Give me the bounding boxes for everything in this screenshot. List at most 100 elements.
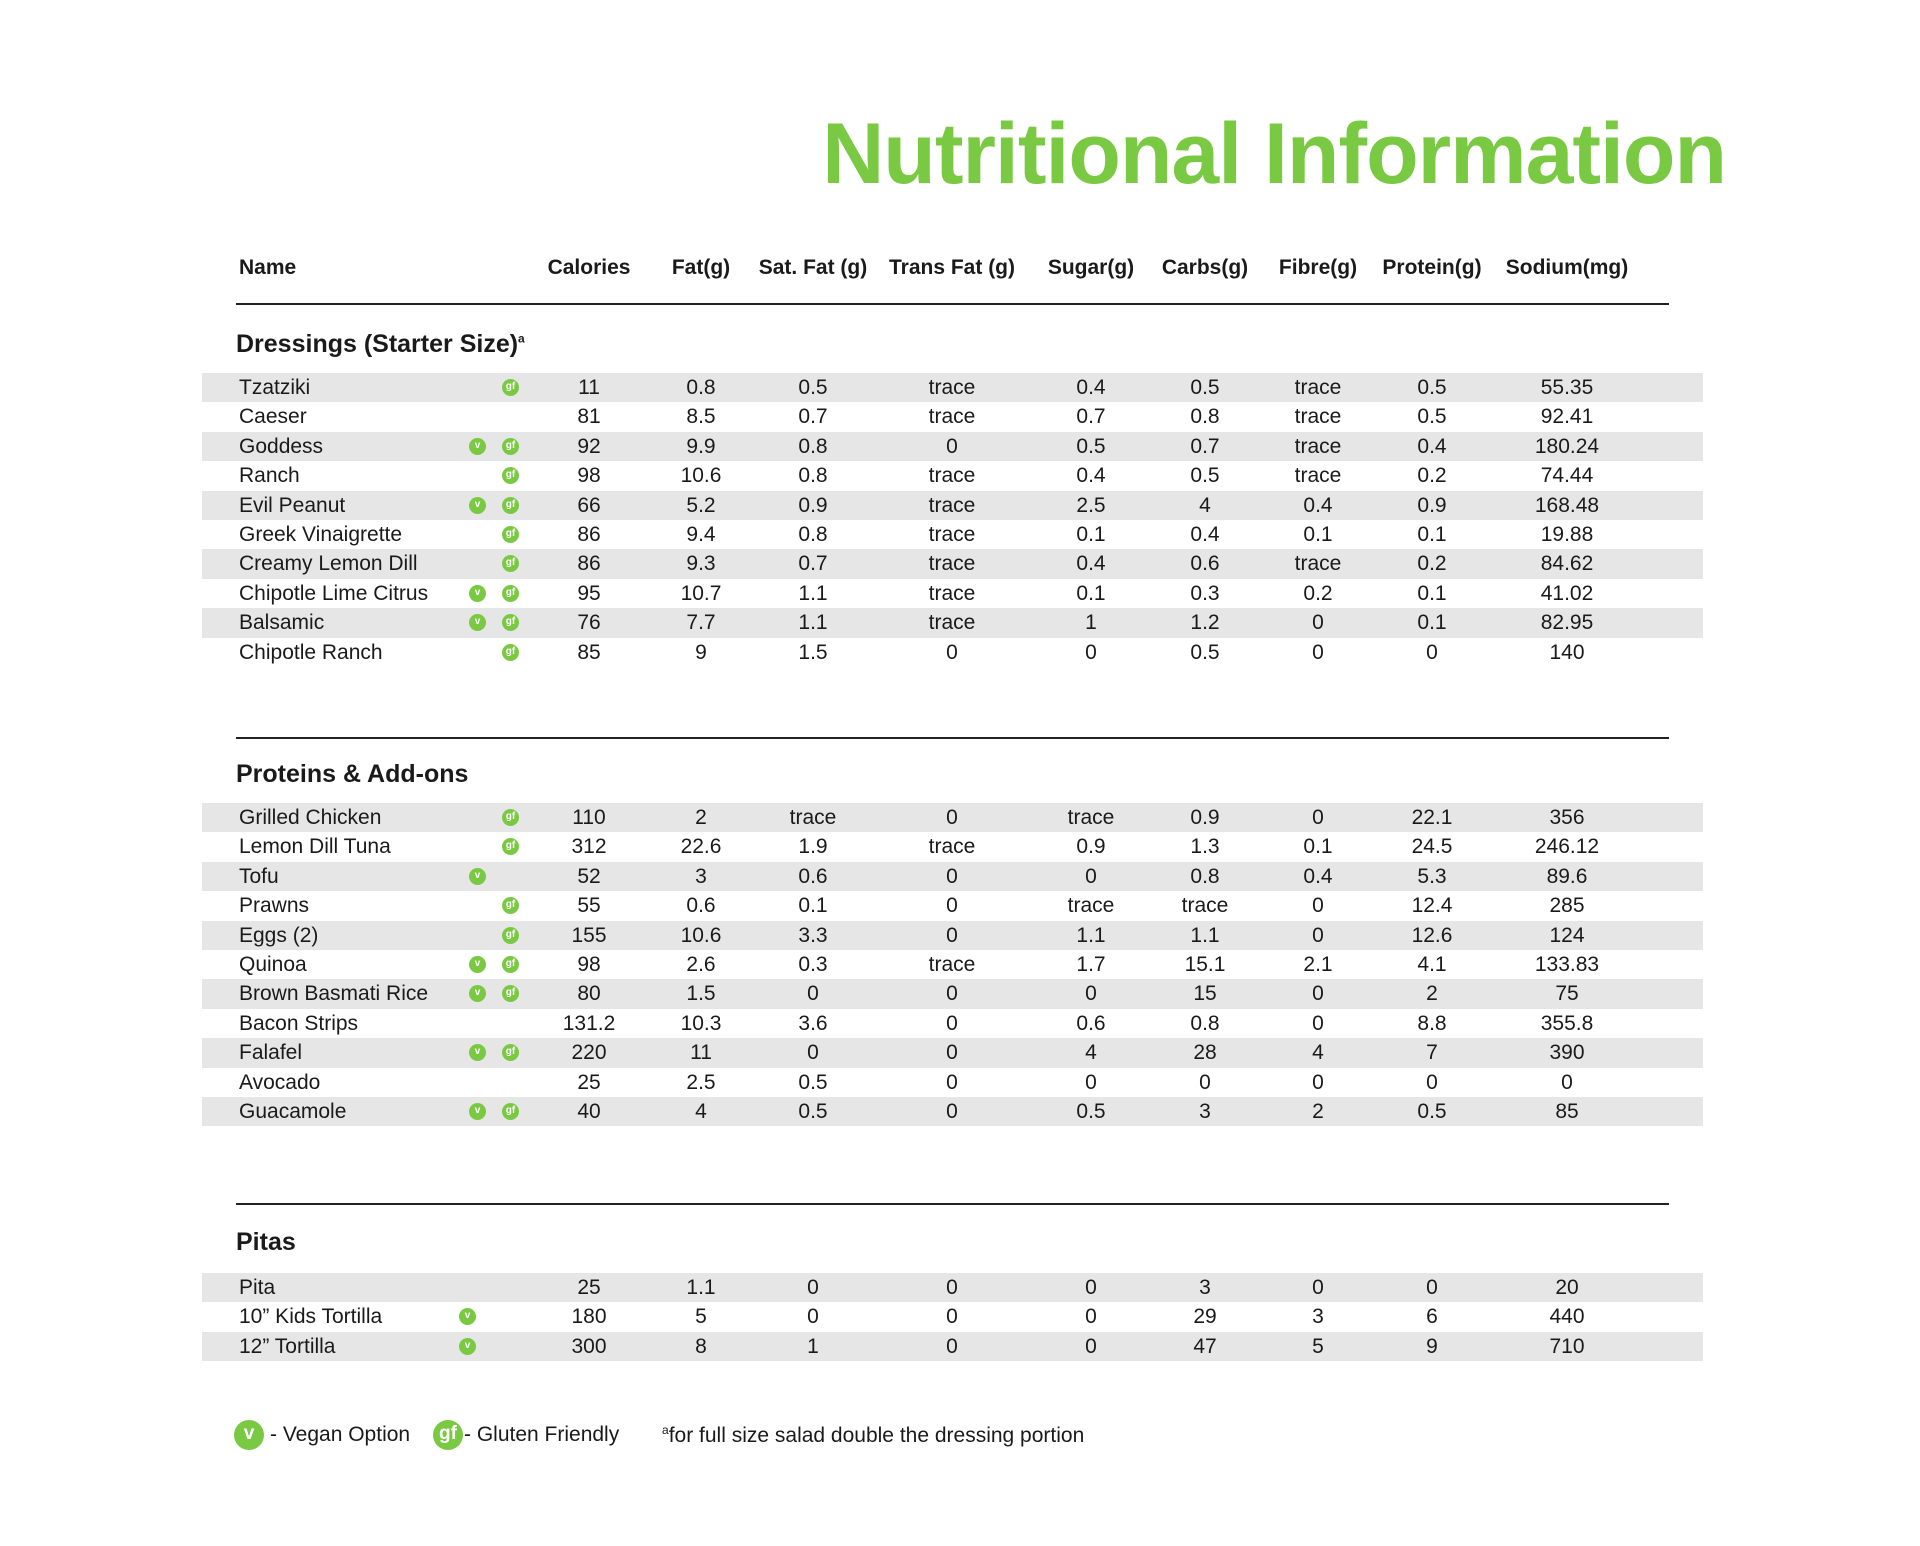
nutrient-value: 710 [1549, 1334, 1585, 1358]
nutrient-value: 41.02 [1540, 581, 1594, 605]
nutrient-value: 74.44 [1540, 464, 1594, 488]
footnote: afor full size salad double the dressing… [662, 1423, 1085, 1447]
table-row: Guacamole v gf 40 4 0.5 0 0.5 3 2 0.5 85 [202, 1097, 1703, 1127]
gluten-friendly-icon: gf [502, 1103, 519, 1120]
nutrient-value: trace [928, 405, 976, 429]
nutrient-value: 0.8 [798, 434, 828, 458]
nutrient-value: 0.9 [1417, 493, 1447, 517]
column-header: Name [239, 256, 297, 279]
column-header: Fat(g) [671, 256, 731, 279]
nutrient-value: 0.7 [1076, 405, 1106, 429]
nutrient-value: trace [1067, 894, 1115, 918]
nutrient-value: 80 [577, 982, 601, 1006]
nutrient-value: 28 [1193, 1041, 1217, 1065]
nutrient-value: 0 [946, 640, 958, 664]
table-row: Ranch gf 98 10.6 0.8 trace 0.4 0.5 trace 0.2 74.44 [202, 461, 1703, 490]
nutrient-value: 1.9 [798, 835, 828, 859]
nutrient-value: 6 [1426, 1305, 1438, 1329]
nutrient-value: 10.3 [680, 1011, 722, 1035]
table-row: Chipotle Ranch gf 85 9 1.5 0 0 0.5 0 0 140 [202, 638, 1703, 667]
nutrient-value: trace [928, 611, 976, 635]
nutrient-value: 5.3 [1417, 864, 1447, 888]
nutrient-value: 1.3 [1190, 835, 1220, 859]
item-name: Tzatziki [239, 376, 311, 399]
nutrient-value: 0 [1426, 1276, 1438, 1299]
nutrient-value: 0 [1312, 894, 1324, 918]
column-header: Fibre(g) [1278, 256, 1358, 279]
nutrient-value: 2.5 [686, 1070, 716, 1094]
nutrient-value: 81 [577, 405, 601, 429]
item-name: Balsamic [239, 611, 325, 635]
nutrient-value: 85 [577, 640, 601, 664]
section-divider [236, 737, 1669, 739]
nutrient-value: 0 [807, 1305, 819, 1329]
item-name: Greek Vinaigrette [239, 523, 403, 546]
nutrient-value: 0.1 [1303, 835, 1333, 859]
nutrient-value: trace [928, 835, 976, 859]
nutrient-value: 0 [946, 1100, 958, 1123]
nutrient-value: 1 [1085, 611, 1097, 635]
nutrient-value: 0.4 [1076, 376, 1106, 399]
section-title: Dressings (Starter Size)a [236, 330, 525, 359]
nutrient-value: 86 [577, 523, 601, 546]
item-name: Avocado [239, 1070, 321, 1094]
nutrient-value: 98 [577, 464, 601, 488]
nutrient-value: 0 [807, 1041, 819, 1065]
table-row: Falafel v gf 220 11 0 0 4 28 4 7 390 [202, 1038, 1703, 1068]
nutrient-value: 4 [1199, 493, 1211, 517]
nutrient-value: 4 [1312, 1041, 1324, 1065]
nutrient-value: 0.5 [1417, 1100, 1447, 1123]
nutrient-value: trace [1294, 376, 1342, 399]
item-name: Guacamole [239, 1100, 347, 1123]
nutrient-value: 0.5 [1417, 405, 1447, 429]
nutrient-value: 0 [946, 1305, 958, 1329]
nutrient-value: 1.5 [686, 982, 716, 1006]
vegan-icon: v [469, 614, 486, 632]
nutrient-value: trace [1067, 806, 1115, 829]
nutrient-value: 0.9 [1190, 806, 1220, 829]
nutrient-value: 2 [1426, 982, 1438, 1006]
nutrient-value: 9.9 [686, 434, 716, 458]
nutrient-value: 355.8 [1540, 1011, 1594, 1035]
nutrient-value: 5.2 [686, 493, 716, 517]
nutrient-value: 1 [807, 1334, 819, 1358]
nutrient-value: 0 [946, 1041, 958, 1065]
gluten-friendly-icon: gf [502, 584, 519, 602]
gluten-friendly-icon: gf [502, 838, 519, 856]
item-name: Brown Basmati Rice [239, 982, 429, 1006]
nutrient-value: trace [928, 953, 976, 976]
nutrient-value: 0 [946, 1334, 958, 1358]
table-row: Goddess v gf 92 9.9 0.8 0 0.5 0.7 trace 0.4 180.24 [202, 431, 1703, 462]
nutrient-value: trace [928, 376, 976, 399]
nutrient-value: 75 [1555, 982, 1579, 1006]
nutrient-value: 0 [807, 1276, 819, 1299]
column-header: Sugar(g) [1047, 256, 1135, 279]
vegan-icon: v [469, 496, 486, 514]
item-name: Tofu [239, 864, 279, 888]
nutrient-value: 0 [807, 982, 819, 1006]
nutrient-value: 0.4 [1076, 552, 1106, 576]
table-row: Evil Peanut v gf 66 5.2 0.9 trace 2.5 4 0.4 0.9 168… [202, 490, 1703, 520]
nutrient-value: 66 [577, 493, 601, 517]
nutrient-value: 0.9 [1076, 835, 1106, 859]
nutrient-value: 76 [577, 611, 601, 635]
nutrient-value: 3 [1199, 1276, 1211, 1299]
page-title: Nutritional Information [822, 106, 1727, 202]
vegan-icon: v [469, 985, 486, 1003]
vegan-icon: v [469, 1103, 486, 1120]
nutrient-value: 0.1 [1076, 581, 1106, 605]
nutrient-value: 0 [1085, 1334, 1097, 1358]
table-row: Lemon Dill Tuna gf 312 22.6 1.9 trace 0.9 1.3 0.… [202, 832, 1703, 861]
table-row: 10” Kids Tortilla v 180 5 0 0 0 29 3 6 440 [202, 1302, 1703, 1331]
nutrient-value: 8 [695, 1334, 707, 1358]
nutrient-value: 0.7 [798, 405, 828, 429]
gluten-friendly-icon: gf [502, 526, 519, 543]
table-row: 12” Tortilla v 300 8 1 0 0 47 5 9 710 [202, 1331, 1703, 1362]
item-name: Goddess [239, 434, 324, 458]
nutrient-value: 124 [1549, 923, 1585, 947]
nutrient-value: 4.1 [1417, 953, 1447, 976]
column-header: Trans Fat (g) [888, 256, 1016, 279]
nutrient-value: 1.7 [1076, 953, 1106, 976]
nutrient-value: 1.1 [1190, 923, 1220, 947]
nutrient-value: 0 [946, 864, 958, 888]
